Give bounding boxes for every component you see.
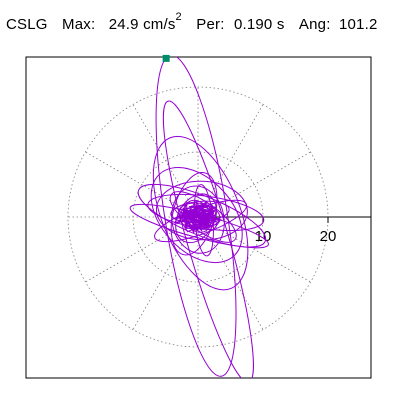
- station-code: CSLG: [6, 16, 48, 33]
- peak-marker: [162, 54, 170, 62]
- grid-spoke: [197, 151, 311, 218]
- trace-loop: [155, 57, 237, 377]
- trace-loop: [171, 185, 225, 254]
- grid-spoke: [197, 104, 264, 218]
- max-label: Max:: [62, 16, 96, 33]
- radial-tick-label: 20: [320, 228, 337, 245]
- period-label: Per:: [196, 16, 225, 33]
- period-value: 0.190 s: [233, 16, 285, 33]
- angle-value: 101.2: [338, 16, 378, 33]
- trace-loop: [155, 180, 248, 241]
- plot-header: CSLG Max: 24.9 cm/s2 Per: 0.190 s Ang: 1…: [6, 11, 378, 38]
- max-unit-exponent: 2: [175, 11, 182, 23]
- radial-tick-label: 10: [255, 228, 272, 245]
- grid-spoke: [132, 104, 199, 218]
- angle-label: Ang:: [298, 16, 331, 33]
- grid-spoke: [85, 151, 199, 218]
- motion-trace: [129, 57, 269, 378]
- peak-marker-group: [162, 54, 170, 62]
- grid-spoke: [85, 216, 199, 283]
- grid-spoke: [132, 216, 199, 330]
- grid-spoke: [197, 216, 311, 283]
- trace-loop: [150, 167, 243, 264]
- grid-spoke: [197, 216, 264, 330]
- trace-core: [173, 200, 222, 234]
- max-value: 24.9 cm/s: [108, 16, 176, 33]
- trace-loop: [162, 100, 254, 378]
